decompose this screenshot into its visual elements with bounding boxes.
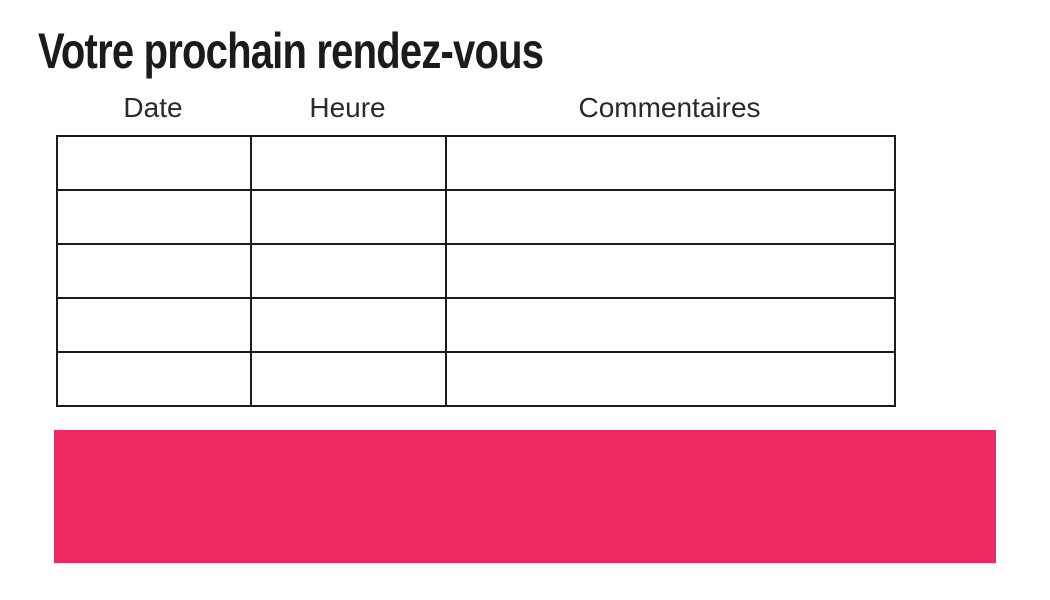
page-title: Votre prochain rendez-vous bbox=[38, 23, 544, 79]
table-cell bbox=[250, 351, 447, 407]
table-row bbox=[56, 189, 896, 245]
table-cell bbox=[250, 135, 447, 191]
table-cell bbox=[445, 243, 896, 299]
table-cell bbox=[445, 351, 896, 407]
footer-bar bbox=[54, 430, 996, 563]
appointments-table bbox=[56, 135, 896, 407]
table-cell bbox=[56, 297, 252, 353]
table-cell bbox=[250, 297, 447, 353]
table-cell bbox=[445, 297, 896, 353]
column-header-heure: Heure bbox=[309, 92, 386, 123]
table-cell bbox=[250, 243, 447, 299]
table-column-headers: Date Heure Commentaires bbox=[56, 92, 894, 124]
table-cell bbox=[56, 135, 252, 191]
table-cell bbox=[445, 135, 896, 191]
table-cell bbox=[56, 189, 252, 245]
column-header-date: Date bbox=[123, 92, 183, 123]
table-row bbox=[56, 351, 896, 407]
table-row bbox=[56, 297, 896, 353]
table-row bbox=[56, 243, 896, 299]
table-cell bbox=[56, 351, 252, 407]
table-cell bbox=[445, 189, 896, 245]
table-row bbox=[56, 135, 896, 191]
appointments-table-body bbox=[56, 135, 896, 407]
table-cell bbox=[250, 189, 447, 245]
column-header-commentaires: Commentaires bbox=[578, 92, 761, 123]
table-cell bbox=[56, 243, 252, 299]
